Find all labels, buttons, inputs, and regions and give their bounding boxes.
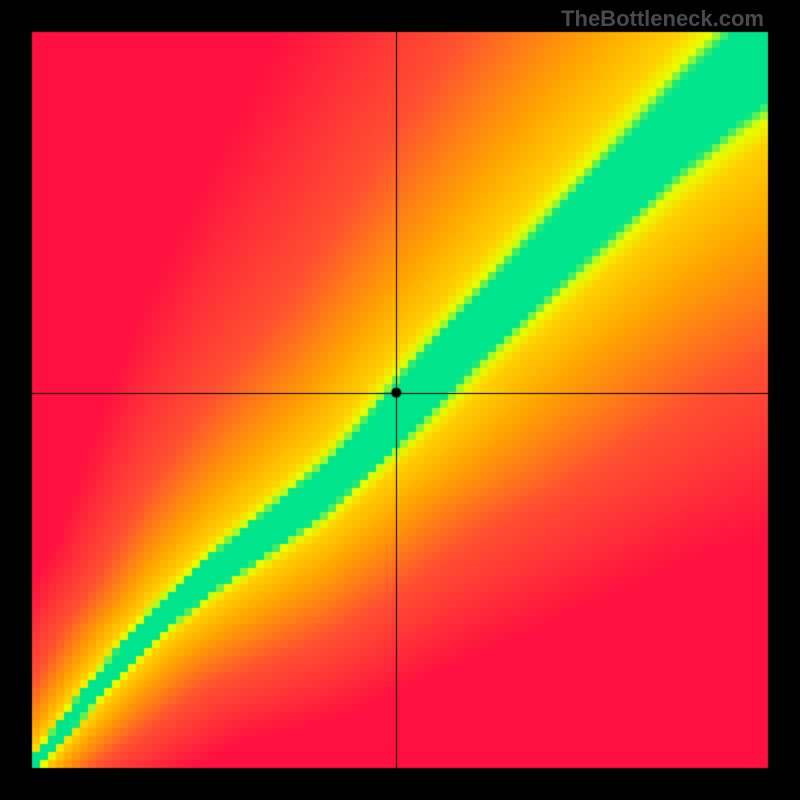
bottleneck-heatmap [0,0,800,800]
chart-container: TheBottleneck.com [0,0,800,800]
watermark-text: TheBottleneck.com [561,6,764,32]
